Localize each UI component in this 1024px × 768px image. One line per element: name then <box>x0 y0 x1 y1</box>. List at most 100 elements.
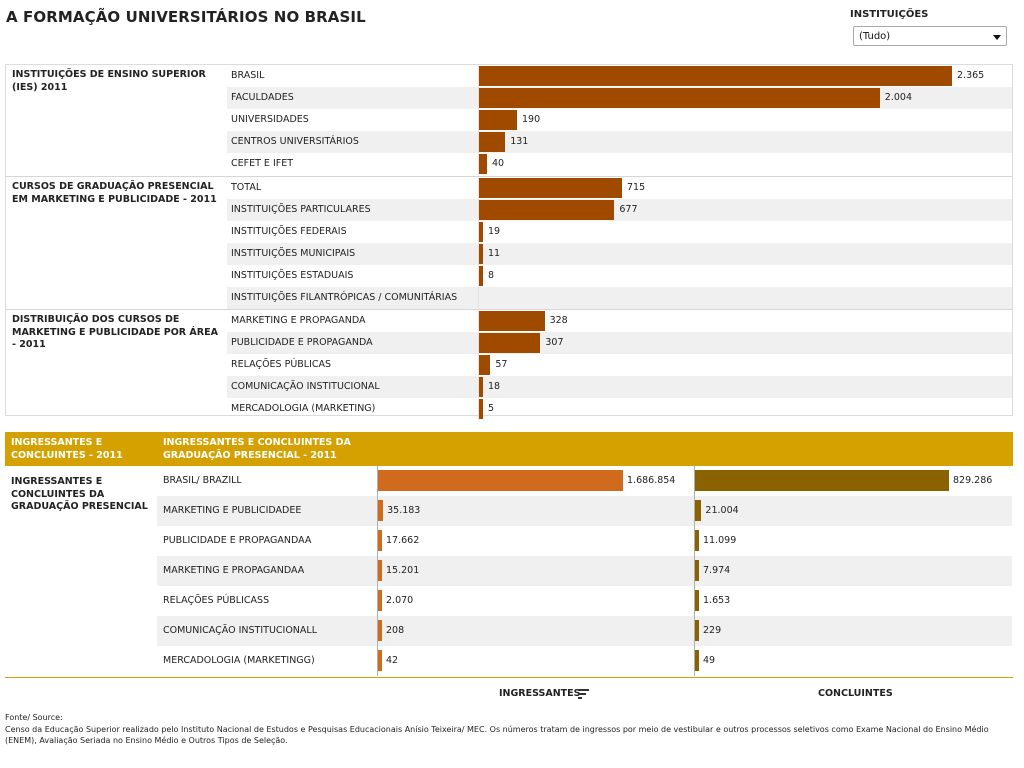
bar[interactable] <box>479 110 517 130</box>
row-label: BRASIL <box>231 70 265 81</box>
bar-value-label: 2.365 <box>957 70 985 81</box>
chart-row: INSTITUIÇÕES PARTICULARES 677 <box>227 199 1012 221</box>
chevron-down-icon[interactable] <box>993 35 1001 40</box>
bar[interactable] <box>479 178 622 198</box>
bar[interactable] <box>479 88 880 108</box>
concluintes-bar[interactable] <box>695 530 699 551</box>
ingressantes-value: 2.070 <box>386 595 414 606</box>
compare-row: MARKETING E PUBLICIDADEE 35.183 21.004 <box>157 496 1012 526</box>
ingressantes-value: 42 <box>386 655 399 666</box>
ingressantes-bar[interactable] <box>378 530 382 551</box>
bar-value-label: 677 <box>619 204 638 215</box>
bar[interactable] <box>479 200 615 220</box>
ingressantes-value: 15.201 <box>386 565 420 576</box>
bar-area: 307 <box>478 332 1012 354</box>
bar-value-label: 190 <box>522 114 541 125</box>
ingressantes-bar[interactable] <box>378 500 384 521</box>
bar-area: 2.365 <box>478 65 1012 87</box>
filter-selected-value: (Tudo) <box>859 31 891 42</box>
bar-value-label: 8 <box>488 270 495 281</box>
chart-row: RELAÇÕES PÚBLICAS 57 <box>227 354 1012 376</box>
section-label: DISTRIBUIÇÃO DOS CURSOS DE MARKETING E P… <box>12 314 218 350</box>
concluintes-value: 1.653 <box>703 595 731 606</box>
concluintes-bar[interactable] <box>695 590 699 611</box>
concluintes-value: 229 <box>703 625 722 636</box>
chart-row: COMUNICAÇÃO INSTITUCIONAL 18 <box>227 376 1012 398</box>
concluintes-value: 7.974 <box>703 565 731 576</box>
bar-area: 11 <box>478 243 1012 265</box>
ingressantes-bar[interactable] <box>378 560 382 581</box>
concluintes-value: 829.286 <box>953 475 993 486</box>
source-label: Fonte/ Source: <box>5 713 63 722</box>
bar[interactable] <box>479 311 545 331</box>
ingressantes-bar-area: 1.686.854 <box>377 466 694 496</box>
bar[interactable] <box>479 355 491 375</box>
concluintes-bar-area: 21.004 <box>694 496 1012 526</box>
row-label: INSTITUIÇÕES FEDERAIS <box>231 226 347 237</box>
bar[interactable] <box>479 244 483 264</box>
row-label: RELAÇÕES PÚBLICAS <box>231 359 332 370</box>
bar-value-label: 307 <box>545 337 564 348</box>
chart-row: UNIVERSIDADES 190 <box>227 109 1012 131</box>
bar-area: 715 <box>478 177 1012 199</box>
ingressantes-bar[interactable] <box>378 620 382 641</box>
concluintes-bar[interactable] <box>695 560 699 581</box>
compare-row-label: MERCADOLOGIA (MARKETINGG) <box>163 655 315 666</box>
compare-row: RELAÇÕES PÚBLICASS 2.070 1.653 <box>157 586 1012 616</box>
concluintes-bar[interactable] <box>695 470 949 491</box>
compare-row-label: BRASIL/ BRAZILL <box>163 475 242 486</box>
bar[interactable] <box>479 266 483 286</box>
top-chart-panel: INSTITUIÇÕES DE ENSINO SUPERIOR (IES) 20… <box>5 64 1013 420</box>
section-label: CURSOS DE GRADUAÇÃO PRESENCIAL EM MARKET… <box>12 181 217 205</box>
sort-icon[interactable] <box>578 688 589 699</box>
bar-area: 328 <box>478 310 1012 332</box>
chart-row: CEFET E IFET 40 <box>227 153 1012 175</box>
concluintes-bar[interactable] <box>695 650 699 671</box>
chart-row: INSTITUIÇÕES FEDERAIS 19 <box>227 221 1012 243</box>
compare-row-label: MARKETING E PUBLICIDADEE <box>163 505 302 516</box>
bar-area: 5 <box>478 398 1012 420</box>
bar[interactable] <box>479 222 483 242</box>
bottom-header-right: INGRESSANTES E CONCLUINTES DA GRADUAÇÃO … <box>163 437 351 461</box>
row-label: MARKETING E PROPAGANDA <box>231 315 366 326</box>
bottom-section-label: INGRESSANTES E CONCLUINTES DA GRADUAÇÃO … <box>11 476 148 512</box>
bar-value-label: 40 <box>492 158 505 169</box>
bar[interactable] <box>479 154 487 174</box>
bar-area: 8 <box>478 265 1012 287</box>
source-text: Censo da Educação Superior realizado pel… <box>5 725 989 745</box>
chart-row: INSTITUIÇÕES MUNICIPAIS 11 <box>227 243 1012 265</box>
ingressantes-bar[interactable] <box>378 650 382 671</box>
bar-value-label: 19 <box>488 226 501 237</box>
bar[interactable] <box>479 132 506 152</box>
ingressantes-bar[interactable] <box>378 470 623 491</box>
chart-section: CURSOS DE GRADUAÇÃO PRESENCIAL EM MARKET… <box>6 176 1012 309</box>
chart-row: MERCADOLOGIA (MARKETING) 5 <box>227 398 1012 420</box>
concluintes-bar[interactable] <box>695 620 699 641</box>
ingressantes-bar-area: 208 <box>377 616 694 646</box>
chart-row: INSTITUIÇÕES ESTADUAIS 8 <box>227 265 1012 287</box>
ingressantes-value: 17.662 <box>386 535 420 546</box>
ingressantes-bar-area: 42 <box>377 646 694 676</box>
row-label: INSTITUIÇÕES MUNICIPAIS <box>231 248 356 259</box>
ingressantes-bar-area: 2.070 <box>377 586 694 616</box>
bar[interactable] <box>479 333 541 353</box>
chart-row: CENTROS UNIVERSITÁRIOS 131 <box>227 131 1012 153</box>
bar[interactable] <box>479 377 483 397</box>
chart-row: TOTAL 715 <box>227 177 1012 199</box>
bar-area: 2.004 <box>478 87 1012 109</box>
concluintes-bar-area: 11.099 <box>694 526 1012 556</box>
ingressantes-value: 35.183 <box>387 505 421 516</box>
chart-section: DISTRIBUIÇÃO DOS CURSOS DE MARKETING E P… <box>6 309 1012 420</box>
institution-filter-select[interactable]: (Tudo) <box>853 26 1007 46</box>
bar[interactable] <box>479 399 483 419</box>
chart-row: INSTITUIÇÕES FILANTRÓPICAS / COMUNITÁRIA… <box>227 287 1012 309</box>
concluintes-bar[interactable] <box>695 500 702 521</box>
bar-value-label: 57 <box>495 359 508 370</box>
bar[interactable] <box>479 66 952 86</box>
legend-ingressantes[interactable]: INGRESSANTES <box>499 688 581 699</box>
legend-concluintes[interactable]: CONCLUINTES <box>818 688 893 699</box>
compare-row: COMUNICAÇÃO INSTITUCIONALL 208 229 <box>157 616 1012 646</box>
compare-row-label: PUBLICIDADE E PROPAGANDAA <box>163 535 312 546</box>
ingressantes-bar[interactable] <box>378 590 382 611</box>
page-title: A FORMAÇÃO UNIVERSITÁRIOS NO BRASIL <box>6 8 366 26</box>
